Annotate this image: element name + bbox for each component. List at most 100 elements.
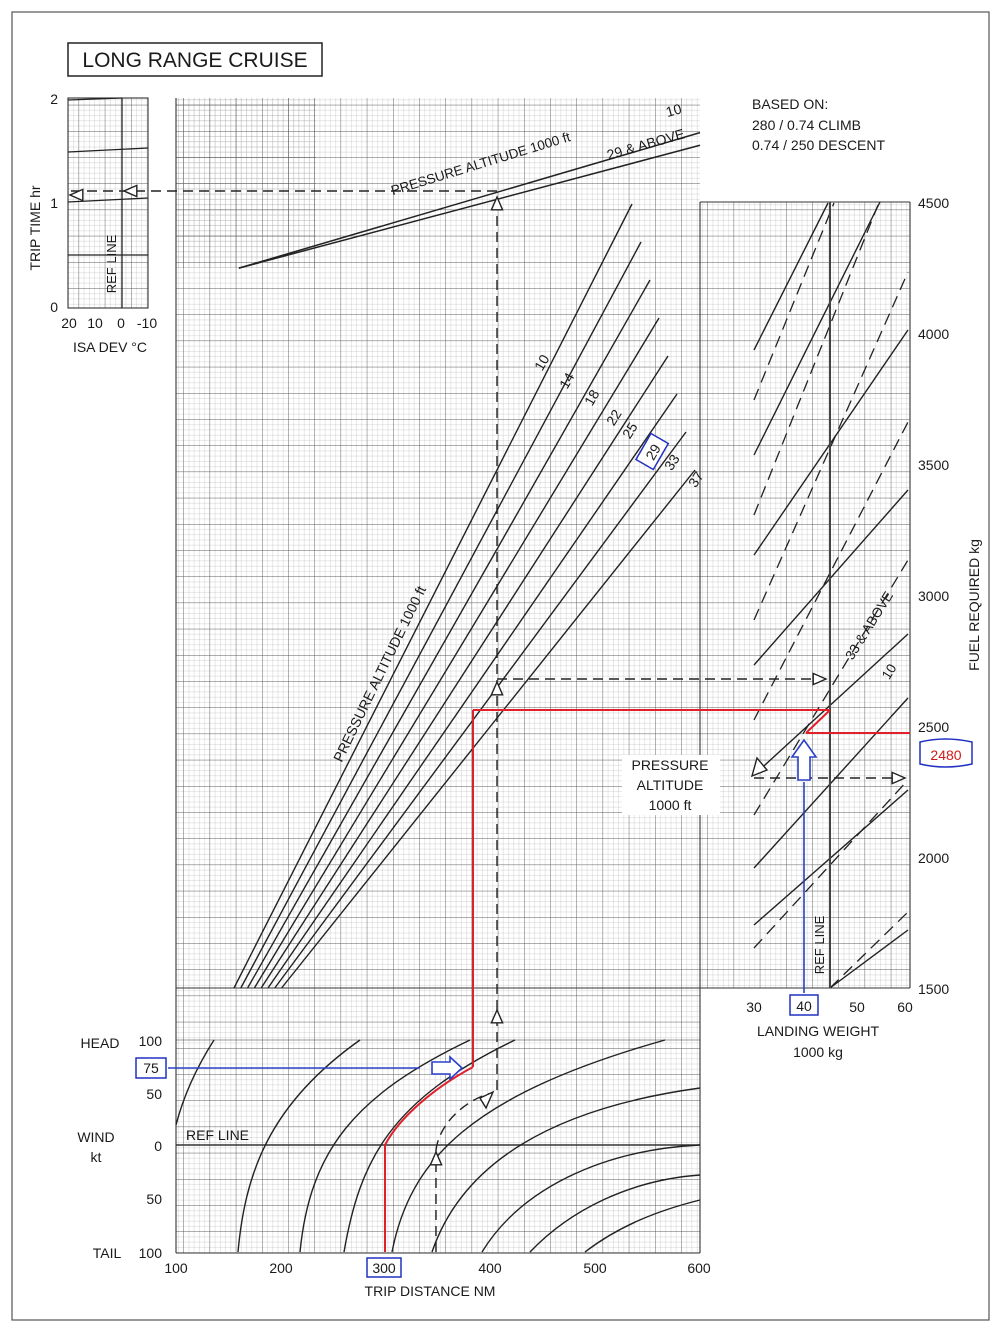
- isa-tick-10: 10: [87, 315, 103, 331]
- isa-tick-20: 20: [61, 315, 77, 331]
- weight-tick-50: 50: [849, 999, 865, 1015]
- fuel-tick-2000: 2000: [918, 850, 949, 866]
- wind-tick-head-100: 100: [139, 1033, 163, 1049]
- wind-curve-1: [237, 1039, 361, 1253]
- example-distance-box: 300: [366, 1257, 402, 1278]
- weight-solid-line-0: [753, 202, 829, 351]
- fuel-distance-curve-18: [246, 279, 651, 989]
- example-red-5: [805, 709, 831, 734]
- fuel-tick-3500: 3500: [918, 457, 949, 473]
- example-weight-label: 40: [796, 998, 812, 1014]
- curves-layer: [67, 97, 910, 1253]
- example-red-2: [384, 1066, 474, 1146]
- based-on-label: BASED ON:: [752, 96, 828, 112]
- wind-curve-3: [343, 1039, 516, 1253]
- example-blue-wind-arrow: [431, 1055, 464, 1081]
- example-wind-label: 75: [143, 1060, 159, 1076]
- fuel-tick-2500: 2500: [918, 719, 949, 735]
- distance-tick-600: 600: [687, 1260, 711, 1276]
- series-label-10: 10: [879, 661, 900, 682]
- wind-curve-4: [391, 1039, 666, 1253]
- wind-tick-0: 0: [154, 1138, 162, 1154]
- trip-time-label: TRIP TIME hr: [27, 185, 43, 270]
- distance-tick-100: 100: [164, 1260, 188, 1276]
- fuel-distance-curve-22: [253, 317, 660, 989]
- isa-tick-neg10: -10: [137, 315, 157, 331]
- landing-weight-label: LANDING WEIGHT: [757, 1023, 880, 1039]
- isa-line-2: [67, 197, 149, 203]
- weight-dashed-line-4: [753, 559, 909, 816]
- fuel-distance-curve-25: [260, 355, 669, 989]
- landing-weight-unit: 1000 kg: [793, 1044, 843, 1060]
- arrow-right-2: [891, 771, 907, 785]
- fuel-tick-3000: 3000: [918, 588, 949, 604]
- trip-time-tick-1: 1: [50, 195, 58, 211]
- isa-tick-0: 0: [117, 315, 125, 331]
- trip-distance-label: TRIP DISTANCE NM: [365, 1283, 496, 1299]
- trip-time-tick-0: 0: [50, 299, 58, 315]
- arrow-left-2: [68, 188, 84, 202]
- example-wind-box: 75: [135, 1057, 167, 1079]
- fuel-distance-curve-10: [233, 203, 633, 989]
- fuel-tick-1500: 1500: [918, 981, 949, 997]
- arrow-up-4: [490, 195, 504, 211]
- wind-unit-label: kt: [91, 1149, 102, 1165]
- fuel-tick-4500: 4500: [918, 195, 949, 211]
- wind-ref-line-label: REF LINE: [186, 1127, 249, 1143]
- arrow-left-1: [122, 184, 138, 198]
- wind-tick-tail-100: 100: [139, 1245, 163, 1261]
- grid-landing-weight: [700, 202, 910, 988]
- based-on-climb: 280 / 0.74 CLIMB: [752, 117, 861, 133]
- legend-line-1: PRESSURE: [631, 757, 708, 773]
- wind-tick-tail-50: 50: [146, 1191, 162, 1207]
- arrow-up-1: [429, 1150, 443, 1166]
- alt-label-22: 22: [603, 406, 625, 428]
- isa-ref-line-label: REF LINE: [104, 234, 119, 293]
- arrow-up-2: [490, 1008, 504, 1024]
- trip-time-curve-0: [238, 131, 701, 269]
- distance-tick-200: 200: [269, 1260, 293, 1276]
- distance-tick-500: 500: [583, 1260, 607, 1276]
- wind-head-label: HEAD: [81, 1035, 120, 1051]
- weight-solid-line-1: [753, 201, 881, 456]
- example-blue-weight-arrow: [790, 738, 818, 781]
- wind-curve-2: [299, 1039, 471, 1253]
- grid-areas: [68, 98, 910, 1253]
- example-fuel-box: 2480: [919, 738, 973, 768]
- isa-dev-label: ISA DEV °C: [73, 339, 147, 355]
- legend-line-3: 1000 ft: [649, 797, 692, 813]
- fuel-distance-curve-14: [240, 241, 642, 989]
- weight-tick-30: 30: [746, 999, 762, 1015]
- distance-tick-400: 400: [478, 1260, 502, 1276]
- pressure-altitude-box: PRESSURE ALTITUDE 1000 ft: [622, 755, 720, 815]
- landing-ref-line-label: REF LINE: [812, 915, 827, 974]
- weight-solid-line-7: [829, 929, 909, 989]
- fuel-tick-4000: 4000: [918, 326, 949, 342]
- grid-trip-time-isa: [68, 98, 148, 308]
- arrow-diag-1: [478, 1090, 495, 1110]
- fuel-distance-curve-37: [281, 469, 696, 989]
- arrow-right-1: [812, 672, 828, 686]
- alt-label-37: 37: [685, 468, 707, 490]
- wind-curve-5: [431, 1087, 701, 1253]
- example-altitude-box: 29: [634, 432, 670, 471]
- chart-title: LONG RANGE CRUISE: [82, 49, 307, 72]
- trip-time-curve-1: [238, 144, 701, 269]
- wind-curve-6: [481, 1144, 701, 1253]
- title-box: LONG RANGE CRUISE: [67, 42, 323, 77]
- wind-curve-8: [584, 1199, 701, 1253]
- example-dash-2: [435, 1092, 493, 1151]
- trip-time-series-10-label: 10: [664, 100, 684, 120]
- legend-line-2: ALTITUDE: [637, 777, 704, 793]
- wind-tick-head-50: 50: [146, 1086, 162, 1102]
- wind-curve-7: [529, 1174, 701, 1253]
- fuel-distance-curve-29: [267, 393, 678, 989]
- based-on-descent: 0.74 / 250 DESCENT: [752, 137, 886, 153]
- weight-dashed-line-0: [753, 202, 835, 401]
- alt-label-10: 10: [531, 352, 553, 374]
- alt-label-25: 25: [619, 419, 641, 441]
- example-altitude-label: 29: [642, 441, 664, 463]
- wind-label: WIND: [77, 1129, 114, 1145]
- grid-main: [176, 98, 700, 1253]
